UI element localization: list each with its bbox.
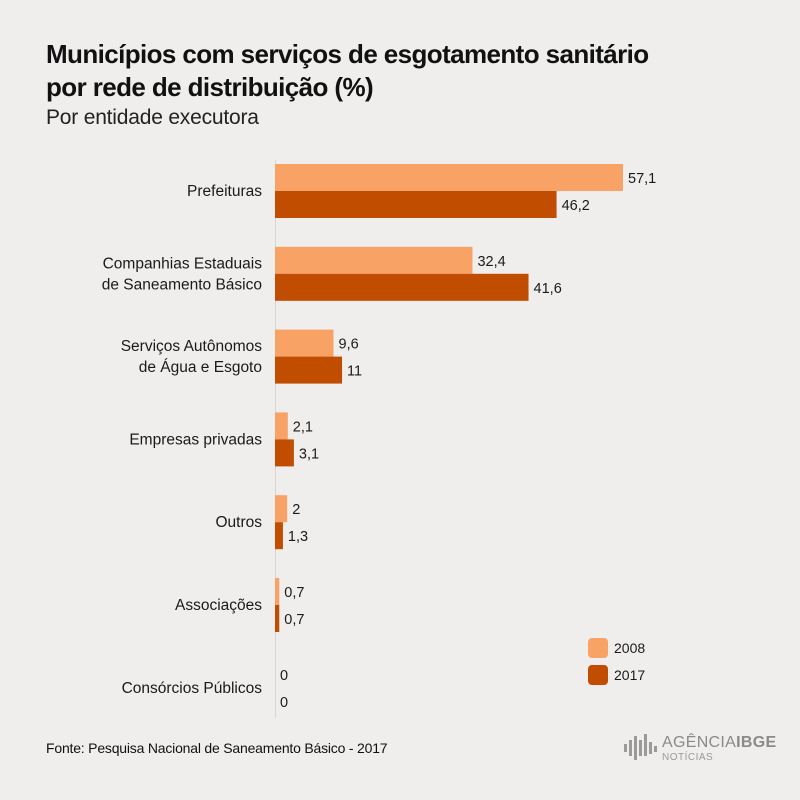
legend-swatch-2008 [588, 638, 608, 658]
category-label: Empresas privadas [129, 431, 262, 448]
category-label: Associações [175, 597, 262, 614]
data-label-2008: 2 [292, 502, 300, 518]
logo-word2: IBGE [736, 734, 777, 751]
bar-2017 [275, 439, 294, 467]
bar-2008 [275, 246, 473, 274]
legend-label-2008: 2008 [614, 640, 645, 656]
chart-subtitle: Por entidade executora [46, 106, 259, 129]
legend-swatch-2017 [588, 665, 608, 685]
category-label: Consórcios Públicos [122, 680, 263, 697]
bar-2017 [275, 605, 280, 632]
category-label: de Água e Esgoto [139, 359, 262, 376]
bar-2017 [275, 356, 343, 384]
chart-title-line2: por rede de distribuição (%) [46, 72, 374, 102]
bar-2008 [275, 412, 288, 440]
category-label: Serviços Autônomos [121, 338, 263, 355]
data-label-2017: 46,2 [562, 198, 590, 214]
data-label-2017: 11 [347, 364, 362, 380]
logo-word1: AGÊNCIA [662, 734, 737, 751]
bar-2008 [275, 578, 280, 605]
category-label: Prefeituras [187, 183, 262, 200]
data-label-2008: 2,1 [293, 419, 313, 435]
category-label: de Saneamento Básico [102, 276, 262, 293]
logo-subtext: NOTÍCIAS [662, 752, 714, 763]
bar-2008 [275, 495, 288, 523]
source-note: Fonte: Pesquisa Nacional de Saneamento B… [46, 740, 388, 756]
data-label-2017: 41,6 [534, 281, 562, 297]
legend-label-2017: 2017 [614, 667, 645, 683]
data-label-2008: 0,7 [284, 585, 304, 601]
chart-title-line1: Municípios com serviços de esgotamento s… [46, 39, 649, 69]
bar-2017 [275, 191, 557, 218]
logo-wordmark: AGÊNCIAIBGE [662, 734, 776, 752]
data-label-2017: 3,1 [299, 446, 319, 462]
bar-2008 [275, 329, 334, 357]
bar-chart: Prefeituras 57,1 46,2 Companhias Estaduais d… [102, 160, 656, 718]
bar-2017 [275, 273, 529, 301]
data-label-2008: 9,6 [339, 337, 359, 353]
data-label-2017: 0,7 [284, 612, 304, 628]
data-label-2008: 0 [280, 668, 288, 684]
data-label-2008: 32,4 [477, 254, 505, 270]
data-label-2008: 57,1 [628, 171, 656, 187]
agencia-ibge-logo: AGÊNCIAIBGE NOTÍCIAS [624, 732, 776, 768]
bar-2017 [275, 522, 283, 550]
ibge-logo-icon [624, 734, 657, 760]
bar-2008 [275, 164, 623, 191]
data-label-2017: 1,3 [288, 529, 308, 545]
data-label-2017: 0 [280, 695, 288, 711]
category-label: Companhias Estaduais [103, 255, 263, 272]
chart-title: Municípios com serviços de esgotamento s… [46, 38, 766, 104]
category-label: Outros [215, 514, 262, 531]
